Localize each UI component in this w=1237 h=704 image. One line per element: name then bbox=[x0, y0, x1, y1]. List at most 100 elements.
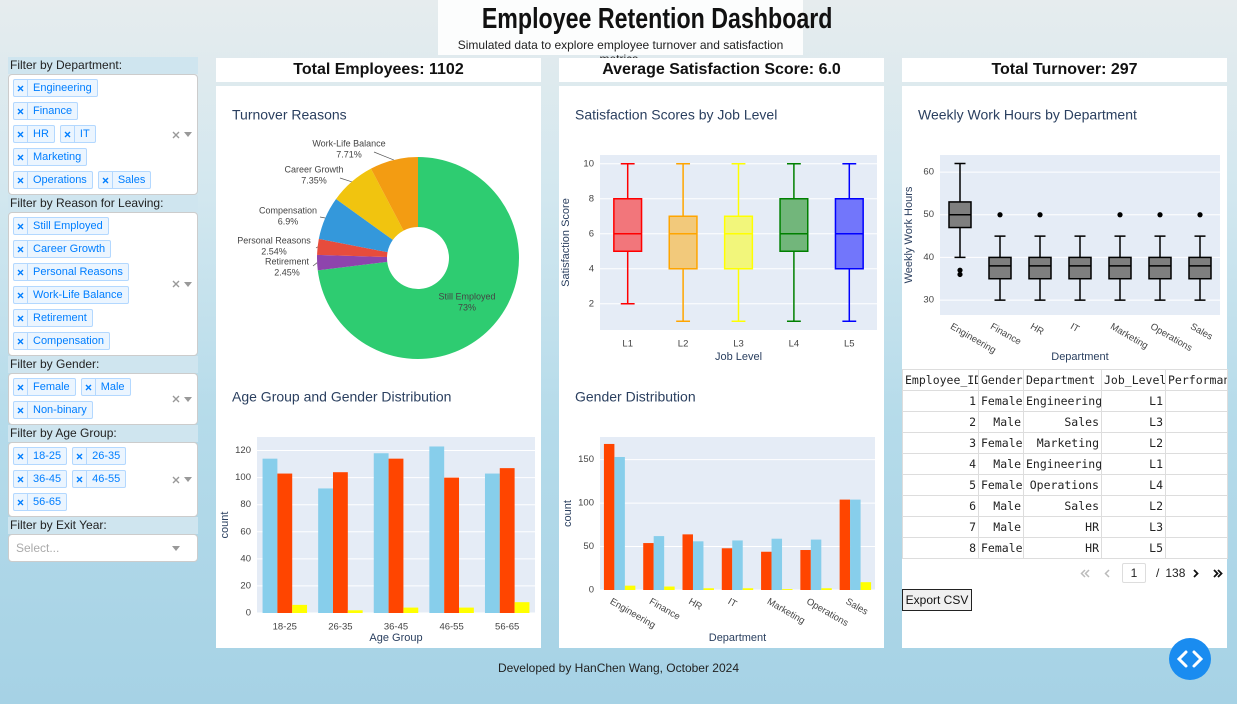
table-cell bbox=[1165, 516, 1228, 538]
clear-icon-path bbox=[172, 476, 180, 483]
filter-dropdown[interactable]: Select... bbox=[8, 534, 198, 562]
bar bbox=[800, 550, 811, 590]
pie-slice bbox=[318, 198, 393, 253]
remove-icon-path bbox=[17, 246, 24, 252]
prev-page[interactable] bbox=[1096, 568, 1118, 578]
kpi-card: Average Satisfaction Score: 6.0 bbox=[559, 58, 884, 82]
chip-label: 56-65 bbox=[33, 496, 62, 508]
chip-remove[interactable] bbox=[73, 471, 88, 487]
whisker bbox=[1114, 235, 1126, 301]
remove-icon bbox=[17, 269, 24, 275]
data-table: Employee_ID Gender Department Job_Level Perf… bbox=[902, 369, 1228, 559]
remove-icon bbox=[85, 384, 92, 390]
chip-remove[interactable] bbox=[14, 126, 28, 142]
chip-remove[interactable] bbox=[14, 310, 28, 326]
chip-remove[interactable] bbox=[14, 287, 28, 303]
bar bbox=[403, 607, 419, 613]
chip-remove[interactable] bbox=[14, 402, 28, 418]
chip: 46-55 bbox=[72, 470, 127, 488]
clear-button[interactable] bbox=[172, 280, 180, 288]
remove-icon-path bbox=[17, 499, 24, 505]
filter-dropdown[interactable]: Female Male Non-binary bbox=[8, 373, 198, 425]
x-tick-label: 56-65 bbox=[495, 622, 519, 633]
y-tick-label: 6 bbox=[589, 228, 594, 239]
chip-remove[interactable] bbox=[14, 218, 28, 234]
chart-title: Weekly Work Hours by Department bbox=[918, 107, 1137, 123]
y-tick-label: 50 bbox=[583, 541, 594, 552]
chip-remove[interactable] bbox=[61, 126, 75, 142]
whisker bbox=[676, 163, 691, 322]
caret-shape bbox=[184, 132, 192, 137]
y-tick-label: 120 bbox=[235, 445, 251, 456]
chart-title: Satisfaction Scores by Job Level bbox=[575, 107, 777, 123]
chip-remove[interactable] bbox=[14, 103, 28, 119]
table-cell: Female bbox=[978, 474, 1024, 496]
table-cell: 3 bbox=[902, 432, 979, 454]
export-button[interactable]: Export CSV bbox=[902, 589, 972, 611]
y-tick-label: 30 bbox=[923, 295, 934, 306]
bar bbox=[484, 473, 500, 613]
chip-remove[interactable] bbox=[14, 149, 28, 165]
dropdown-arrow[interactable] bbox=[184, 281, 192, 287]
chip-remove[interactable] bbox=[14, 448, 28, 464]
table-cell: L3 bbox=[1101, 516, 1166, 538]
whisker bbox=[731, 163, 746, 322]
chip-remove[interactable] bbox=[14, 379, 28, 395]
clear-icon-path bbox=[172, 395, 180, 403]
next-page[interactable] bbox=[1185, 568, 1207, 578]
remove-icon-path bbox=[17, 269, 24, 275]
dropdown-arrow[interactable] bbox=[184, 132, 192, 137]
clear-button[interactable] bbox=[172, 395, 180, 403]
chip-remove[interactable] bbox=[73, 448, 88, 464]
prev-icon bbox=[1104, 568, 1110, 578]
box bbox=[1148, 256, 1172, 280]
x-tick-label: L4 bbox=[789, 339, 800, 350]
clear-icon-path bbox=[172, 131, 180, 138]
dropdown-arrow[interactable] bbox=[172, 545, 180, 551]
clear-button[interactable] bbox=[172, 131, 180, 139]
table-cell: Marketing bbox=[1023, 432, 1102, 454]
code-toggle-button[interactable] bbox=[1168, 637, 1212, 681]
chip-remove[interactable] bbox=[14, 494, 28, 510]
clear-icon bbox=[172, 131, 180, 138]
table-row: 7 Male HR L3 bbox=[902, 516, 1228, 538]
chip-remove[interactable] bbox=[14, 264, 28, 280]
dropdown-arrow[interactable] bbox=[184, 396, 192, 402]
y-tick-label: 20 bbox=[240, 580, 251, 591]
remove-icon bbox=[17, 499, 24, 505]
bar bbox=[614, 456, 625, 590]
bar bbox=[653, 536, 665, 590]
chip-remove[interactable] bbox=[14, 333, 28, 349]
chip-remove[interactable] bbox=[14, 471, 28, 487]
chip-remove[interactable] bbox=[14, 241, 28, 257]
bar bbox=[721, 548, 733, 590]
y-axis-title: Weekly Work Hours bbox=[903, 186, 915, 283]
table-row: 6 Male Sales L2 bbox=[902, 495, 1228, 517]
filter-dropdown[interactable]: 18-25 26-35 36-45 46-55 56-65 bbox=[8, 442, 198, 517]
filter-dropdown[interactable]: Still Employed Career Growth Personal Reas… bbox=[8, 212, 198, 356]
chip-remove[interactable] bbox=[99, 172, 113, 188]
bar bbox=[692, 541, 704, 590]
dropdown-arrow[interactable] bbox=[184, 477, 192, 482]
table-row: 5 Female Operations L4 bbox=[902, 474, 1228, 496]
filter-dropdown[interactable]: Engineering Finance HR IT Marketing Operation… bbox=[8, 74, 198, 195]
chip: 18-25 bbox=[13, 447, 68, 465]
table-cell bbox=[1165, 474, 1228, 496]
page-input[interactable]: 1 bbox=[1122, 563, 1146, 583]
box bbox=[1108, 256, 1132, 280]
kpi-card: Total Employees: 1102 bbox=[216, 58, 541, 82]
caret bbox=[184, 477, 192, 482]
chip-remove[interactable] bbox=[14, 172, 28, 188]
clear-button[interactable] bbox=[172, 476, 180, 484]
y-tick-label: 50 bbox=[923, 209, 934, 220]
last-page[interactable] bbox=[1207, 568, 1229, 578]
header: Employee Retention Dashboard Simulated d… bbox=[438, 0, 832, 66]
remove-icon-path bbox=[76, 453, 83, 459]
chip-remove[interactable] bbox=[14, 80, 28, 96]
bar bbox=[277, 473, 293, 613]
first-page[interactable] bbox=[1074, 568, 1096, 578]
slice-value-label: 7.35% bbox=[301, 175, 327, 185]
chip-remove[interactable] bbox=[82, 379, 96, 395]
chip-list: Select... bbox=[13, 539, 168, 561]
box bbox=[1028, 256, 1052, 280]
